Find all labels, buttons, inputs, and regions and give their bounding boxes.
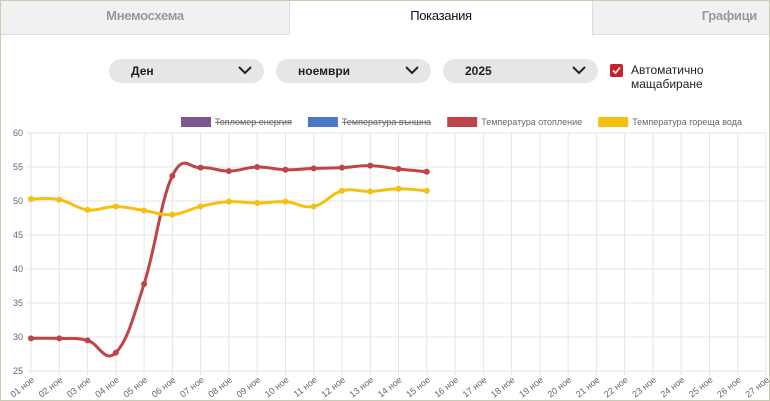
x-tick-label: 20 ное: [546, 375, 574, 400]
x-tick-label: 12 ное: [319, 375, 347, 400]
tab-bar: Мнемосхема Показания Графици: [1, 1, 769, 35]
data-point: [112, 203, 119, 210]
data-point: [254, 164, 261, 170]
data-point: [112, 349, 119, 356]
y-tick-label: 25: [13, 366, 23, 376]
x-tick-label: 23 ное: [630, 375, 658, 400]
x-tick-label: 05 ное: [121, 375, 149, 400]
data-point: [395, 185, 402, 192]
data-point: [169, 172, 176, 179]
x-tick-label: 25 ное: [687, 375, 715, 400]
data-point: [367, 188, 374, 195]
legend-swatch: [447, 117, 478, 127]
x-tick-label: 24 ное: [659, 375, 687, 400]
period-select[interactable]: Ден: [109, 59, 264, 83]
legend-label: Температура отопление: [481, 117, 582, 127]
x-tick-label: 02 ное: [37, 375, 65, 400]
data-point: [395, 166, 402, 173]
x-tick-label: 01 ное: [8, 375, 36, 400]
x-tick-label: 17 ное: [461, 375, 489, 400]
tab[interactable]: Мнемосхема: [106, 8, 184, 23]
legend-label: Температура гореща вода: [632, 117, 742, 127]
data-point: [28, 335, 34, 342]
data-point: [141, 207, 148, 214]
data-point: [310, 203, 317, 210]
legend-swatch: [181, 117, 211, 127]
chevron: [405, 66, 419, 75]
data-point: [197, 203, 204, 210]
data-point: [84, 337, 91, 344]
select-text: Ден: [131, 64, 154, 78]
x-tick-label: 22 ное: [602, 375, 630, 400]
x-tick-label: 18 ное: [489, 375, 517, 400]
data-point: [28, 195, 34, 202]
legend-swatch: [598, 117, 629, 127]
x-tick-label: 03 ное: [65, 375, 93, 400]
data-point: [367, 162, 374, 169]
check-icon: [612, 66, 621, 75]
data-point: [282, 198, 289, 205]
chevron: [572, 66, 586, 75]
year-select[interactable]: 2025: [443, 59, 598, 83]
month-select[interactable]: ноември: [276, 59, 431, 83]
x-tick-label: 13 ное: [348, 375, 376, 400]
x-tick-label: 10 ное: [263, 375, 291, 400]
data-point: [338, 187, 345, 194]
series-line: [30, 187, 427, 217]
data-point: [197, 164, 204, 171]
select-text: 2025: [465, 64, 492, 78]
x-tick-label: 14 ное: [376, 375, 404, 400]
tab-active[interactable]: Показания: [289, 1, 593, 35]
x-tick-label: 09 ное: [235, 375, 263, 400]
y-tick-label: 35: [13, 298, 23, 308]
legend-label: Температура външна: [342, 117, 431, 127]
data-point: [84, 206, 91, 213]
data-point: [56, 335, 63, 342]
legend-swatch: [307, 117, 338, 127]
data-point: [310, 165, 317, 172]
x-tick-label: 19 ное: [517, 375, 545, 400]
data-point: [338, 164, 345, 171]
y-tick-label: 55: [13, 162, 23, 172]
data-point: [225, 168, 232, 175]
x-tick-label: 08 ное: [206, 375, 234, 400]
data-point: [56, 196, 63, 203]
data-point: [169, 211, 176, 218]
data-point: [282, 166, 289, 173]
y-tick-label: 30: [13, 332, 23, 342]
checkbox-label[interactable]: Автоматично мащабиране: [631, 63, 704, 91]
checkbox[interactable]: [610, 64, 623, 77]
select-text: ноември: [298, 64, 351, 78]
x-tick-label: 04 ное: [93, 375, 121, 400]
y-tick-label: 50: [13, 196, 23, 206]
x-tick-label: 26 ное: [715, 375, 743, 400]
x-tick-label: 16 ное: [432, 375, 460, 400]
x-tick-label: 21 ное: [574, 375, 602, 400]
data-point: [141, 280, 148, 287]
x-tick-label: 07 ное: [178, 375, 206, 400]
chevron: [238, 66, 252, 75]
y-tick-label: 45: [13, 230, 23, 240]
data-point: [423, 168, 430, 175]
x-tick-label: 11 ное: [292, 375, 319, 399]
y-tick-label: 40: [13, 264, 23, 274]
data-point: [225, 198, 232, 205]
x-tick-label: 27 ное: [743, 375, 769, 400]
x-tick-label: 15 ное: [404, 375, 432, 400]
data-point: [254, 200, 261, 207]
tab[interactable]: Графици: [701, 8, 758, 23]
x-tick-label: 06 ное: [150, 375, 178, 400]
y-tick-label: 60: [13, 128, 23, 138]
data-point: [423, 187, 430, 194]
series-line: [30, 161, 427, 358]
legend-label: Топломер енергия: [215, 117, 292, 127]
